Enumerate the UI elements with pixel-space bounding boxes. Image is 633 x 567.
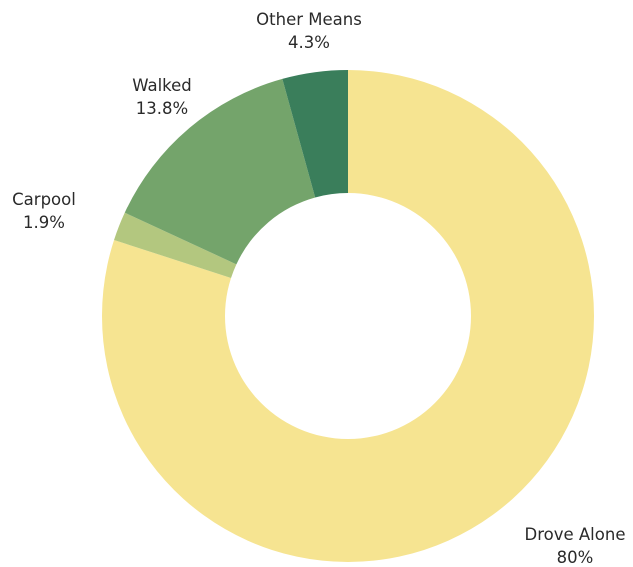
slice-label-other-means: Other Means [256, 10, 362, 29]
slice-carpool [114, 212, 237, 278]
slice-drove-alone [102, 70, 595, 562]
slice-other-means [282, 70, 348, 198]
slice-label-walked: Walked [132, 76, 192, 95]
slice-walked [124, 78, 316, 265]
slice-value-carpool: 1.9% [23, 213, 65, 232]
slice-value-other-means: 4.3% [288, 33, 330, 52]
labels-group: Drove Alone 80% Carpool 1.9% Walked 13.8% Othe… [12, 10, 625, 567]
slices-group [102, 70, 595, 562]
slice-label-drove-alone: Drove Alone [525, 525, 626, 544]
slice-label-carpool: Carpool [12, 190, 76, 209]
slice-value-walked: 13.8% [136, 99, 188, 118]
slice-value-drove-alone: 80% [557, 548, 594, 567]
